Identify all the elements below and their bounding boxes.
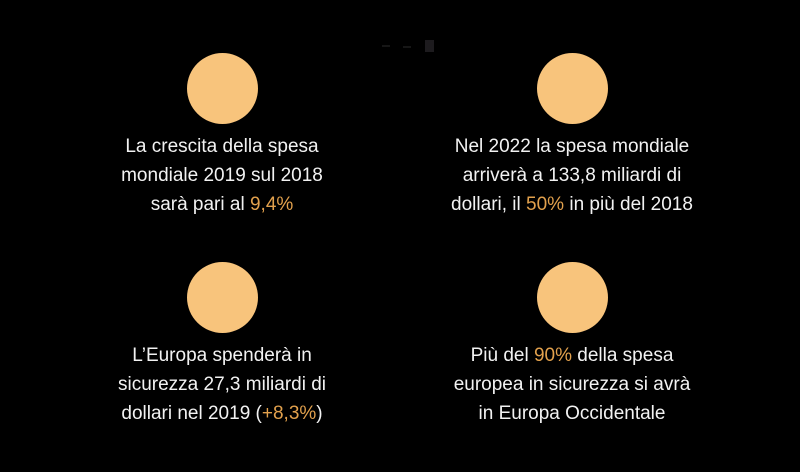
stat-circle-icon <box>536 262 608 333</box>
caption-text: dollari, il <box>451 194 527 215</box>
caption-text: sicurezza 27,3 miliardi di <box>117 374 327 395</box>
caption-text: mondiale 2019 sul 2018 <box>121 165 323 186</box>
caption-line: Nel 2022 la spesa mondiale <box>451 132 693 161</box>
caption-line: sarà pari al 9,4% <box>121 190 323 219</box>
stat-circle-icon <box>186 53 258 124</box>
stat-card-spesa-europa-occidentale: Più del 90% della spesa europea in sicur… <box>382 262 762 428</box>
caption-text: ) <box>316 403 323 424</box>
caption-line: L’Europa spenderà in <box>118 341 326 370</box>
caption-text: Nel 2022 la spesa mondiale <box>454 136 690 157</box>
caption-line: mondiale 2019 sul 2018 <box>121 161 323 190</box>
stat-card-spesa-mondiale-2022: Nel 2022 la spesa mondiale arriverà a 13… <box>382 53 762 219</box>
caption-text: arriverà a 133,8 miliardi di <box>462 165 682 186</box>
caption-line: dollari, il 50% in più del 2018 <box>451 190 693 219</box>
stat-caption: Più del 90% della spesa europea in sicur… <box>454 341 691 428</box>
caption-line: arriverà a 133,8 miliardi di <box>451 161 693 190</box>
caption-text: L’Europa spenderà in <box>132 345 312 366</box>
caption-text: dollari nel 2019 ( <box>121 403 262 424</box>
caption-text: in Europa Occidentale <box>478 403 666 424</box>
stat-circle-icon <box>186 262 258 333</box>
stat-caption: L’Europa spenderà in sicurezza 27,3 mili… <box>118 341 326 428</box>
caption-line: in Europa Occidentale <box>454 399 691 428</box>
caption-text: La crescita della spesa <box>125 136 319 157</box>
caption-highlight: 9,4% <box>249 194 294 215</box>
stat-card-crescita-spesa-mondiale: La crescita della spesa mondiale 2019 su… <box>32 53 412 219</box>
caption-line: dollari nel 2019 (+8,3%) <box>118 399 326 428</box>
faint-artifact <box>380 40 440 53</box>
caption-text: europea in sicurezza si avrà <box>453 374 691 395</box>
caption-line: La crescita della spesa <box>121 132 323 161</box>
caption-highlight: 90% <box>533 345 572 366</box>
caption-text: della spesa <box>571 345 674 366</box>
stat-card-spesa-europa-2019: L’Europa spenderà in sicurezza 27,3 mili… <box>32 262 412 428</box>
stat-caption: Nel 2022 la spesa mondiale arriverà a 13… <box>451 132 693 219</box>
caption-line: Più del 90% della spesa <box>454 341 691 370</box>
caption-text: Più del <box>470 345 534 366</box>
caption-line: europea in sicurezza si avrà <box>454 370 691 399</box>
caption-line: sicurezza 27,3 miliardi di <box>118 370 326 399</box>
stat-caption: La crescita della spesa mondiale 2019 su… <box>121 132 323 219</box>
caption-highlight: 50% <box>526 194 565 215</box>
caption-text: in più del 2018 <box>564 194 693 215</box>
stat-circle-icon <box>536 53 608 124</box>
caption-text: sarà pari al <box>150 194 250 215</box>
caption-highlight: +8,3% <box>261 403 317 424</box>
